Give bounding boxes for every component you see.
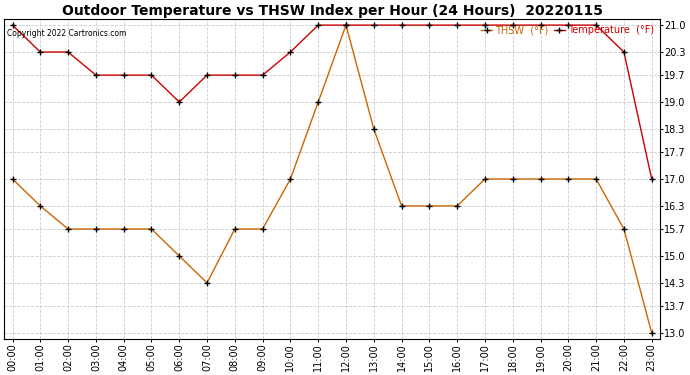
Legend: THSW  (°F), Temperature  (°F): THSW (°F), Temperature (°F) bbox=[480, 24, 656, 36]
Title: Outdoor Temperature vs THSW Index per Hour (24 Hours)  20220115: Outdoor Temperature vs THSW Index per Ho… bbox=[61, 4, 602, 18]
Text: Copyright 2022 Cartronics.com: Copyright 2022 Cartronics.com bbox=[8, 29, 127, 38]
